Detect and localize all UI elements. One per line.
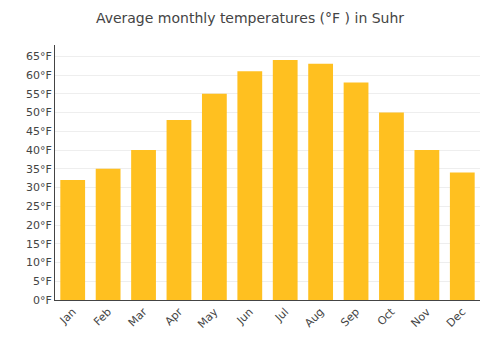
svg-text:45°F: 45°F xyxy=(26,125,52,138)
svg-text:Jul: Jul xyxy=(272,306,291,325)
svg-text:Oct: Oct xyxy=(375,305,398,328)
svg-text:Apr: Apr xyxy=(162,305,185,328)
svg-text:Jun: Jun xyxy=(234,305,256,327)
svg-text:35°F: 35°F xyxy=(26,163,52,176)
svg-text:30°F: 30°F xyxy=(26,181,52,194)
svg-text:50°F: 50°F xyxy=(26,106,52,119)
svg-text:Aug: Aug xyxy=(302,306,326,330)
svg-text:65°F: 65°F xyxy=(26,50,52,63)
svg-text:10°F: 10°F xyxy=(26,256,52,269)
svg-text:Sep: Sep xyxy=(338,306,362,330)
svg-text:May: May xyxy=(195,305,221,331)
svg-text:25°F: 25°F xyxy=(26,200,52,213)
svg-text:Average monthly temperatures (: Average monthly temperatures (°F ) in Su… xyxy=(96,10,404,26)
svg-text:0°F: 0°F xyxy=(33,294,52,307)
svg-text:Feb: Feb xyxy=(91,306,114,329)
svg-text:60°F: 60°F xyxy=(26,69,52,82)
svg-text:Jan: Jan xyxy=(57,306,79,328)
svg-text:15°F: 15°F xyxy=(26,238,52,251)
svg-text:Nov: Nov xyxy=(409,305,434,330)
svg-text:5°F: 5°F xyxy=(33,275,52,288)
svg-text:Mar: Mar xyxy=(126,305,150,329)
svg-text:55°F: 55°F xyxy=(26,88,52,101)
svg-text:Dec: Dec xyxy=(444,306,468,330)
svg-text:20°F: 20°F xyxy=(26,219,52,232)
svg-text:40°F: 40°F xyxy=(26,144,52,157)
